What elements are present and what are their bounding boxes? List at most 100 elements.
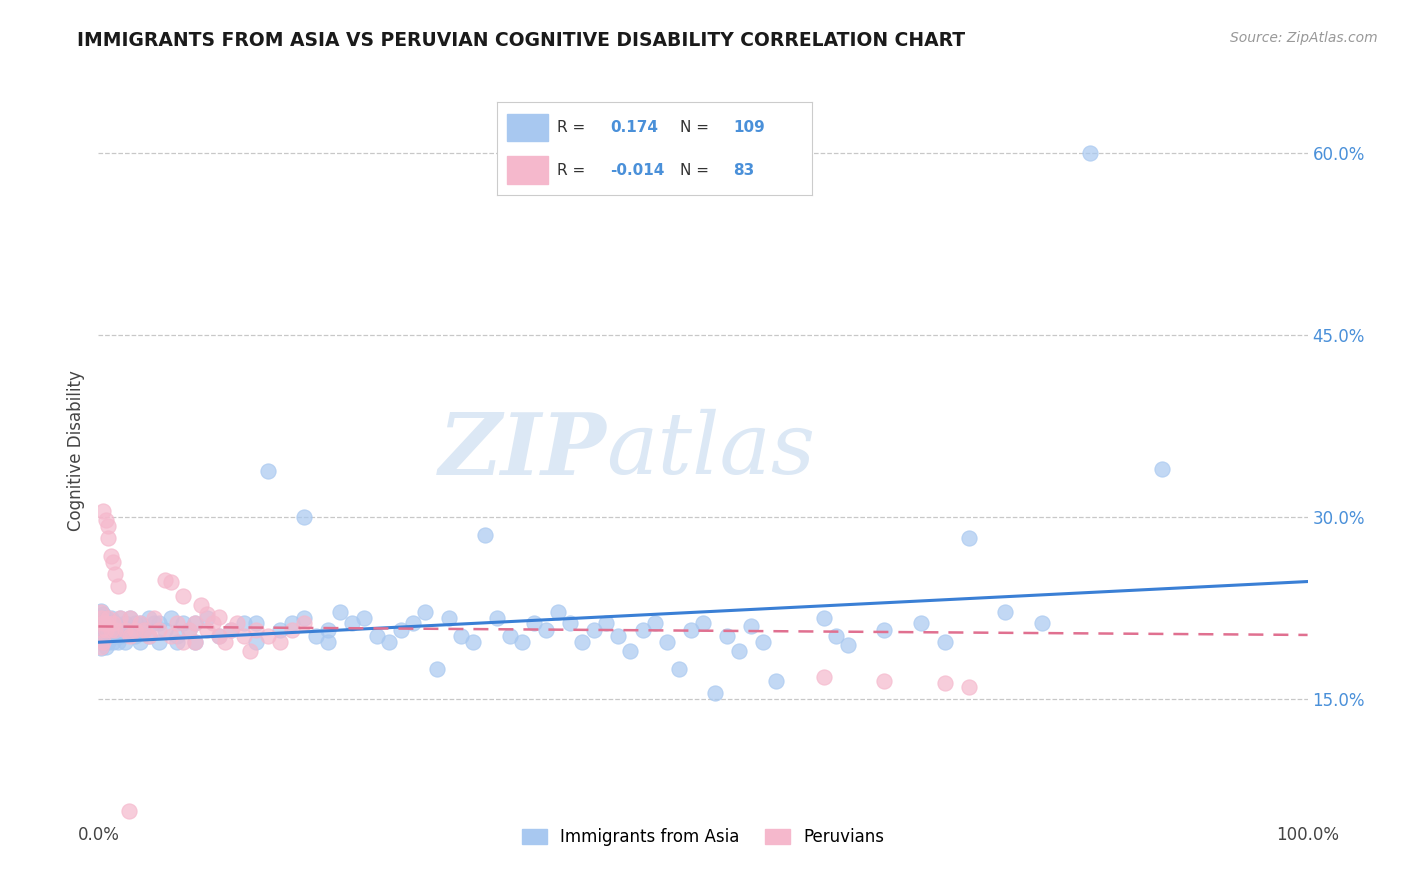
Point	[94, 617, 117, 632]
Point	[100, 549, 122, 563]
Point	[1152, 461, 1174, 475]
Point	[256, 464, 278, 478]
Point	[91, 615, 114, 630]
Point	[644, 615, 666, 630]
Point	[134, 623, 156, 637]
Point	[269, 623, 291, 637]
Point	[160, 611, 183, 625]
Point	[166, 629, 188, 643]
Point	[486, 611, 509, 625]
Point	[752, 635, 775, 649]
Point	[498, 629, 520, 643]
Point	[107, 579, 129, 593]
Point	[510, 635, 533, 649]
Point	[631, 623, 654, 637]
Point	[94, 640, 117, 654]
Point	[184, 615, 207, 630]
Text: atlas: atlas	[606, 409, 815, 491]
Point	[873, 623, 896, 637]
Point	[101, 555, 124, 569]
Point	[292, 510, 315, 524]
Point	[101, 623, 124, 637]
Point	[90, 640, 112, 654]
Point	[91, 623, 114, 637]
Point	[138, 611, 160, 625]
Point	[377, 635, 399, 649]
Point	[214, 635, 236, 649]
Point	[104, 567, 127, 582]
Point	[94, 615, 117, 630]
Point	[910, 615, 932, 630]
Point	[128, 635, 150, 649]
Point	[547, 605, 569, 619]
Point	[934, 635, 956, 649]
Point	[90, 605, 112, 619]
Point	[97, 635, 120, 649]
Point	[523, 615, 546, 630]
Point	[184, 635, 207, 649]
Point	[100, 623, 122, 637]
Point	[450, 629, 472, 643]
Point	[221, 623, 243, 637]
Y-axis label: Cognitive Disability: Cognitive Disability	[66, 370, 84, 531]
Point	[389, 623, 412, 637]
Point	[148, 623, 170, 637]
Point	[128, 615, 150, 630]
Point	[104, 623, 127, 637]
Point	[94, 611, 117, 625]
Point	[184, 615, 207, 630]
Point	[114, 615, 136, 630]
Point	[90, 604, 112, 618]
Point	[97, 617, 120, 632]
Point	[873, 674, 896, 689]
Point	[128, 615, 150, 630]
Point	[232, 629, 254, 643]
Point	[655, 635, 678, 649]
Point	[90, 619, 112, 633]
Point	[138, 629, 160, 643]
Point	[245, 623, 267, 637]
Point	[124, 615, 146, 630]
Point	[108, 629, 131, 643]
Point	[91, 635, 114, 649]
Point	[437, 611, 460, 625]
Point	[692, 615, 714, 630]
Point	[679, 623, 702, 637]
Point	[118, 623, 141, 637]
Point	[172, 589, 194, 603]
Point	[90, 641, 112, 656]
Point	[91, 635, 114, 649]
Point	[97, 531, 120, 545]
Point	[91, 615, 114, 630]
Point	[837, 638, 859, 652]
Point	[179, 623, 201, 637]
Point	[195, 611, 218, 625]
Point	[160, 574, 183, 589]
Point	[195, 607, 218, 622]
Point	[474, 528, 496, 542]
Point	[226, 615, 249, 630]
Point	[97, 629, 120, 643]
Point	[118, 611, 141, 625]
Point	[143, 611, 166, 625]
Point	[765, 674, 787, 689]
Point	[107, 635, 129, 649]
Point	[813, 611, 835, 625]
Point	[90, 609, 112, 624]
Point	[245, 635, 267, 649]
Point	[292, 611, 315, 625]
Point	[305, 629, 328, 643]
Point	[463, 635, 485, 649]
Point	[114, 623, 136, 637]
Point	[100, 623, 122, 637]
Point	[104, 615, 127, 630]
Point	[202, 615, 225, 630]
Point	[108, 611, 131, 625]
Point	[118, 629, 141, 643]
Point	[292, 615, 315, 630]
Point	[704, 686, 727, 700]
Point	[595, 615, 617, 630]
Point	[100, 611, 122, 625]
Point	[316, 635, 339, 649]
Point	[148, 615, 170, 630]
